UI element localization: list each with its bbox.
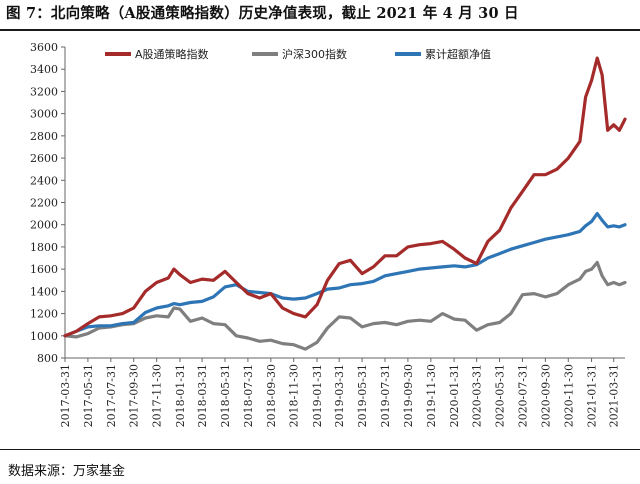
chart-legend: A股通策略指数 沪深300指数 累计超额净值 (105, 47, 491, 61)
y-tick-label: 1400 (30, 285, 58, 298)
series-line-0 (63, 56, 627, 338)
y-tick-label: 1600 (30, 263, 58, 276)
x-tick-label: 2019-07-31 (379, 364, 392, 427)
chart-series (63, 56, 627, 351)
x-tick-label: 2018-09-30 (265, 364, 278, 427)
x-tick-label: 2020-01-31 (448, 364, 461, 427)
y-tick-label: 1000 (30, 330, 58, 343)
footer-rule (0, 449, 640, 450)
x-tick-label: 2021-03-31 (608, 364, 621, 427)
x-tick-label: 2018-01-31 (174, 364, 187, 427)
y-tick-label: 3400 (30, 63, 58, 76)
x-tick-label: 2017-11-30 (151, 364, 164, 427)
x-tick-label: 2017-07-31 (105, 364, 118, 427)
y-tick-label: 2400 (30, 174, 58, 187)
x-tick-label: 2017-05-31 (82, 364, 95, 427)
figure-title: 图 7：北向策略（A股通策略指数）历史净值表现，截止 2021 年 4 月 30… (6, 5, 519, 22)
x-tick-label: 2021-01-31 (586, 364, 599, 427)
title-rule (0, 29, 640, 31)
x-tick-label: 2020-05-31 (494, 364, 507, 427)
line-chart: 800 1000 1200 1400 1600 1800 2000 2200 2400 2600 2… (30, 41, 627, 427)
x-tick-label: 2019-11-30 (425, 364, 438, 427)
y-tick-label: 3200 (30, 85, 58, 98)
x-tick-label: 2019-01-31 (311, 364, 324, 427)
y-tick-label: 3600 (30, 41, 58, 54)
x-tick-label: 2017-03-31 (59, 364, 72, 427)
legend-label-0: A股通策略指数 (135, 47, 209, 61)
y-tick-label: 2200 (30, 197, 58, 210)
y-tick-label: 1800 (30, 241, 58, 254)
x-tick-label: 2020-07-31 (516, 364, 529, 427)
x-tick-label: 2019-09-30 (402, 364, 415, 427)
x-tick-label: 2018-05-31 (219, 364, 232, 427)
y-tick-label: 2800 (30, 130, 58, 143)
x-tick-label: 2020-11-30 (562, 364, 575, 427)
y-tick-label: 2000 (30, 219, 58, 232)
x-tick-label: 2020-09-30 (539, 364, 552, 427)
x-tick-label: 2020-03-31 (471, 364, 484, 427)
series-line-1 (63, 260, 627, 351)
legend-label-2: 累计超额净值 (425, 47, 491, 61)
y-tick-label: 3000 (30, 108, 58, 121)
y-tick-label: 1200 (30, 308, 58, 321)
y-tick-label: 2600 (30, 152, 58, 165)
x-tick-label: 2019-05-31 (356, 364, 369, 427)
x-tick-label: 2018-07-31 (242, 364, 255, 427)
source-note: 数据来源：万家基金 (8, 464, 126, 479)
x-tick-label: 2017-09-30 (128, 364, 141, 427)
y-tick-label: 800 (37, 352, 58, 365)
x-tick-label: 2019-03-31 (333, 364, 346, 427)
x-tick-label: 2018-11-30 (288, 364, 301, 427)
x-tick-label: 2018-03-31 (196, 364, 209, 427)
chart-axes: 800 1000 1200 1400 1600 1800 2000 2200 2400 2600 2… (30, 41, 625, 427)
series-line-2 (63, 212, 627, 338)
legend-label-1: 沪深300指数 (282, 47, 347, 61)
